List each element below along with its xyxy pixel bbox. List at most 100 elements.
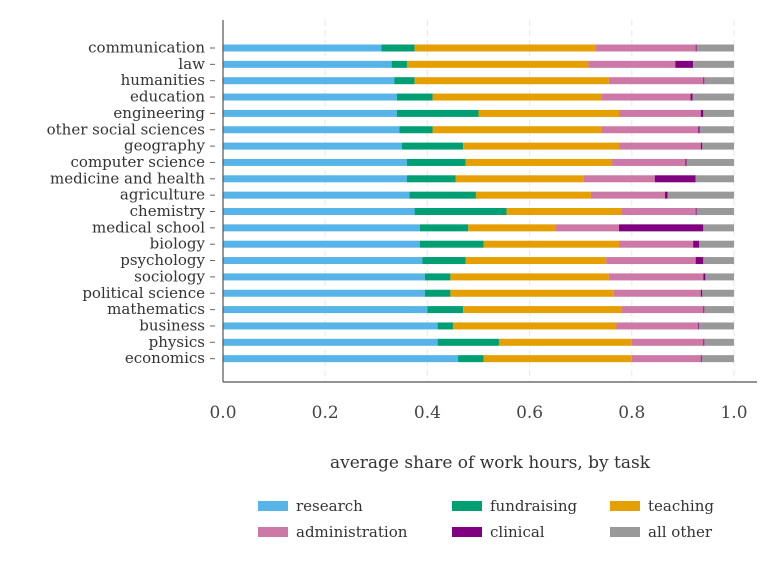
bar-segment-all-other [667, 191, 734, 199]
category-label: communication [88, 39, 205, 57]
category-label: medical school [92, 218, 205, 236]
category-label: political science [82, 284, 205, 302]
category-label: education [130, 88, 205, 106]
bar-row-law [223, 60, 734, 68]
bar-segment-teaching [475, 191, 591, 199]
bar-segment-administration [619, 142, 701, 150]
bar-segment-research [223, 158, 407, 166]
bar-segment-research [223, 273, 425, 281]
bar-segment-research [223, 289, 425, 297]
bar-segment-teaching [506, 208, 622, 215]
bar-segment-fundraising [419, 224, 469, 232]
bar-row-education [223, 93, 734, 101]
legend-label: teaching [648, 497, 714, 515]
bar-segment-clinical [695, 44, 697, 52]
bar-segment-all-other [703, 109, 734, 117]
bar-segment-teaching [432, 126, 602, 134]
bar-segment-administration [590, 191, 666, 199]
bar-segment-teaching [483, 240, 620, 248]
bar-segment-teaching [452, 322, 617, 330]
bar-segment-research [223, 322, 438, 330]
bar-segment-fundraising [409, 191, 476, 199]
bar-row-other-social-sciences [223, 126, 734, 134]
bar-segment-administration [619, 240, 694, 248]
bar-segment-all-other [701, 355, 734, 363]
category-label: computer science [71, 153, 206, 171]
bar-segment-all-other [699, 240, 734, 248]
bar-segment-teaching [468, 224, 556, 232]
legend-swatch [610, 501, 640, 511]
bar-segment-research [223, 338, 438, 346]
x-tick-labels: 0.0 0.2 0.4 0.6 0.8 1.0 [209, 403, 747, 423]
x-tick-label: 0.4 [414, 403, 441, 423]
bar-row-political-science [223, 289, 734, 297]
bar-segment-teaching [463, 142, 620, 150]
bar-segment-all-other [695, 175, 734, 183]
bar-segment-administration [613, 289, 701, 297]
bar-segment-administration [588, 60, 676, 68]
bar-segment-clinical [675, 60, 694, 68]
bar-segment-fundraising [391, 60, 407, 68]
bar-segment-research [223, 109, 397, 117]
legend-label: clinical [490, 523, 545, 541]
bar-segment-research [223, 240, 420, 248]
category-label: business [139, 316, 205, 334]
bar-segment-clinical [703, 77, 705, 85]
bar-segment-administration [606, 257, 696, 265]
bar-segment-all-other [699, 322, 734, 330]
legend-item-clinical: clinical [452, 523, 545, 541]
bar-segment-fundraising [401, 142, 464, 150]
bar-segment-fundraising [437, 322, 453, 330]
bar-segment-all-other [703, 257, 734, 265]
x-tick-label: 0.2 [312, 403, 339, 423]
bar-segment-all-other [703, 224, 734, 232]
bar-segment-teaching [498, 338, 632, 346]
legend-swatch [258, 501, 288, 511]
bar-segment-fundraising [394, 77, 415, 85]
bar-segment-teaching [465, 257, 607, 265]
bar-segment-clinical [700, 142, 703, 150]
legend-label: research [296, 497, 363, 515]
legend-label: administration [296, 523, 408, 541]
bar-segment-all-other [692, 93, 734, 101]
bar-segment-fundraising [424, 273, 451, 281]
bar-segment-teaching [406, 60, 589, 68]
bar-row-mathematics [223, 306, 734, 314]
bar-segment-fundraising [396, 109, 479, 117]
bar-segment-administration [616, 322, 699, 330]
bar-segment-research [223, 126, 400, 134]
legend-swatch [610, 527, 640, 537]
x-tick-label: 0.8 [618, 403, 645, 423]
bar-segment-research [223, 208, 415, 215]
bar-segment-teaching [455, 175, 584, 183]
legend-swatch [452, 501, 482, 511]
bar-segment-all-other [705, 273, 734, 281]
category-labels: communicationlawhumanitieseducationengin… [47, 39, 215, 367]
legend-item-teaching: teaching [610, 497, 714, 515]
bar-segment-administration [631, 338, 704, 346]
category-label: law [178, 55, 205, 73]
bar-segment-research [223, 355, 459, 363]
legend-swatch [258, 527, 288, 537]
bar-segment-teaching [414, 77, 609, 85]
bar-segment-clinical [703, 273, 706, 281]
bar-row-engineering [223, 109, 734, 117]
bar-segment-teaching [463, 306, 622, 314]
bar-segment-administration [608, 273, 704, 281]
bar-segment-administration [601, 126, 699, 134]
category-label: sociology [134, 267, 205, 285]
bar-row-biology [223, 240, 734, 248]
bar-segment-fundraising [419, 240, 484, 248]
bar-segment-fundraising [406, 175, 456, 183]
bar-segment-administration [611, 158, 686, 166]
bar-row-medical-school [223, 224, 734, 232]
bar-segment-fundraising [414, 208, 507, 215]
bar-segment-fundraising [396, 93, 433, 101]
bar-segment-teaching [432, 93, 602, 101]
bar-segment-administration [631, 355, 701, 363]
bar-segment-all-other [696, 44, 734, 52]
bar-segment-fundraising [458, 355, 484, 363]
bar-segment-all-other [704, 77, 734, 85]
legend-item-research: research [258, 497, 363, 515]
